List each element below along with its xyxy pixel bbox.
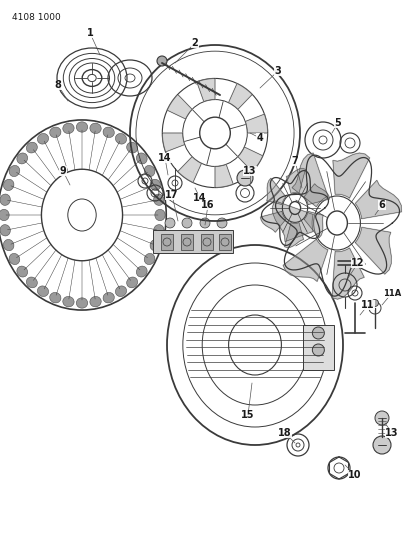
Polygon shape bbox=[245, 114, 268, 133]
Ellipse shape bbox=[150, 239, 160, 251]
Ellipse shape bbox=[63, 296, 74, 307]
Ellipse shape bbox=[150, 179, 160, 190]
Ellipse shape bbox=[115, 286, 126, 296]
Ellipse shape bbox=[126, 277, 137, 288]
Text: 10: 10 bbox=[348, 470, 362, 480]
Ellipse shape bbox=[136, 153, 147, 164]
Ellipse shape bbox=[50, 127, 61, 138]
Polygon shape bbox=[273, 201, 313, 241]
Polygon shape bbox=[153, 230, 233, 253]
Text: 7: 7 bbox=[292, 156, 298, 166]
Text: 8: 8 bbox=[55, 80, 62, 90]
Ellipse shape bbox=[63, 123, 74, 134]
Bar bbox=[219, 234, 231, 250]
Ellipse shape bbox=[50, 293, 61, 303]
Circle shape bbox=[313, 327, 324, 339]
Ellipse shape bbox=[0, 194, 10, 205]
Ellipse shape bbox=[3, 179, 14, 190]
Ellipse shape bbox=[155, 209, 165, 221]
Text: 16: 16 bbox=[201, 200, 215, 210]
Ellipse shape bbox=[154, 194, 164, 205]
Circle shape bbox=[237, 170, 253, 186]
Text: 1: 1 bbox=[86, 28, 93, 38]
Polygon shape bbox=[260, 212, 286, 232]
Circle shape bbox=[372, 300, 379, 306]
Ellipse shape bbox=[103, 127, 114, 138]
Ellipse shape bbox=[0, 224, 10, 236]
Bar bbox=[181, 234, 193, 250]
Circle shape bbox=[200, 218, 210, 228]
Ellipse shape bbox=[126, 142, 137, 153]
Text: 5: 5 bbox=[335, 118, 341, 128]
Ellipse shape bbox=[0, 209, 9, 221]
Polygon shape bbox=[304, 212, 323, 238]
Ellipse shape bbox=[115, 133, 126, 144]
Text: 11: 11 bbox=[361, 300, 375, 310]
Text: 4: 4 bbox=[257, 133, 264, 143]
Text: 18: 18 bbox=[278, 428, 292, 438]
Polygon shape bbox=[333, 153, 370, 198]
Ellipse shape bbox=[76, 122, 88, 132]
Text: 17: 17 bbox=[165, 190, 179, 200]
Ellipse shape bbox=[38, 286, 49, 296]
Polygon shape bbox=[215, 164, 233, 188]
Ellipse shape bbox=[154, 224, 164, 236]
Polygon shape bbox=[238, 147, 263, 172]
Ellipse shape bbox=[27, 142, 38, 153]
Polygon shape bbox=[332, 248, 364, 299]
Circle shape bbox=[182, 218, 192, 228]
Polygon shape bbox=[197, 78, 215, 102]
Bar bbox=[161, 234, 173, 250]
Polygon shape bbox=[292, 153, 328, 207]
Polygon shape bbox=[286, 168, 306, 193]
Text: 11A: 11A bbox=[383, 288, 401, 297]
Text: 9: 9 bbox=[60, 166, 67, 176]
Text: 3: 3 bbox=[275, 66, 282, 76]
Ellipse shape bbox=[144, 165, 155, 176]
Polygon shape bbox=[162, 133, 185, 152]
Text: 13: 13 bbox=[385, 428, 399, 438]
Circle shape bbox=[373, 436, 391, 454]
Ellipse shape bbox=[9, 165, 20, 176]
Circle shape bbox=[313, 344, 324, 356]
Text: 2: 2 bbox=[192, 38, 198, 48]
Ellipse shape bbox=[38, 133, 49, 144]
Ellipse shape bbox=[27, 277, 38, 288]
Polygon shape bbox=[355, 227, 391, 274]
Circle shape bbox=[165, 218, 175, 228]
Text: 6: 6 bbox=[379, 200, 386, 210]
Polygon shape bbox=[283, 239, 328, 281]
Polygon shape bbox=[178, 157, 202, 182]
Text: 12: 12 bbox=[351, 258, 365, 268]
Ellipse shape bbox=[76, 298, 88, 308]
Ellipse shape bbox=[90, 123, 101, 134]
Ellipse shape bbox=[3, 239, 14, 251]
Polygon shape bbox=[267, 178, 286, 205]
Text: 15: 15 bbox=[241, 410, 255, 420]
Ellipse shape bbox=[144, 253, 155, 264]
Polygon shape bbox=[355, 180, 401, 219]
Text: 14: 14 bbox=[158, 153, 172, 163]
Ellipse shape bbox=[17, 266, 28, 277]
Polygon shape bbox=[228, 84, 252, 109]
Ellipse shape bbox=[17, 153, 28, 164]
Ellipse shape bbox=[9, 253, 20, 264]
Circle shape bbox=[217, 218, 227, 228]
Polygon shape bbox=[304, 184, 330, 205]
Ellipse shape bbox=[136, 266, 147, 277]
Text: 4108 1000: 4108 1000 bbox=[12, 13, 61, 22]
Polygon shape bbox=[284, 223, 304, 247]
Ellipse shape bbox=[90, 296, 101, 307]
Circle shape bbox=[375, 411, 389, 425]
Bar bbox=[201, 234, 213, 250]
Ellipse shape bbox=[103, 293, 114, 303]
Bar bbox=[304, 325, 334, 370]
Circle shape bbox=[157, 56, 167, 66]
Text: 14: 14 bbox=[193, 193, 207, 203]
Text: 13: 13 bbox=[243, 166, 257, 176]
Polygon shape bbox=[167, 94, 192, 119]
